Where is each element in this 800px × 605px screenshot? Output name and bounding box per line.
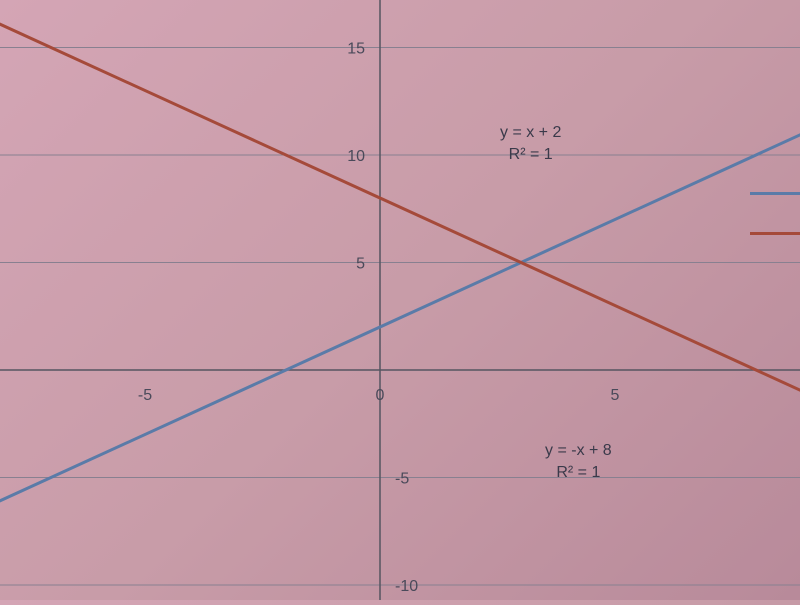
svg-text:-5: -5 xyxy=(138,387,152,404)
svg-text:-10: -10 xyxy=(395,578,418,595)
equation-label-2: y = -x + 8 R² = 1 xyxy=(545,440,612,485)
r-squared-2: R² = 1 xyxy=(545,462,612,484)
chart-plot-area: -15-10-505101551015-5-10 xyxy=(0,0,800,600)
svg-text:0: 0 xyxy=(376,387,385,404)
svg-text:-5: -5 xyxy=(395,471,409,488)
legend-swatch-1 xyxy=(750,192,800,195)
equation-text-1: y = x + 2 xyxy=(500,122,561,144)
svg-text:15: 15 xyxy=(347,41,365,58)
svg-text:10: 10 xyxy=(347,148,365,165)
equation-text-2: y = -x + 8 xyxy=(545,440,612,462)
r-squared-1: R² = 1 xyxy=(500,144,561,166)
series-line2 xyxy=(0,0,800,413)
svg-text:5: 5 xyxy=(611,387,620,404)
legend-swatch-2 xyxy=(750,232,800,235)
svg-text:5: 5 xyxy=(356,256,365,273)
equation-label-1: y = x + 2 R² = 1 xyxy=(500,122,561,167)
chart-svg: -15-10-505101551015-5-10 xyxy=(0,0,800,600)
